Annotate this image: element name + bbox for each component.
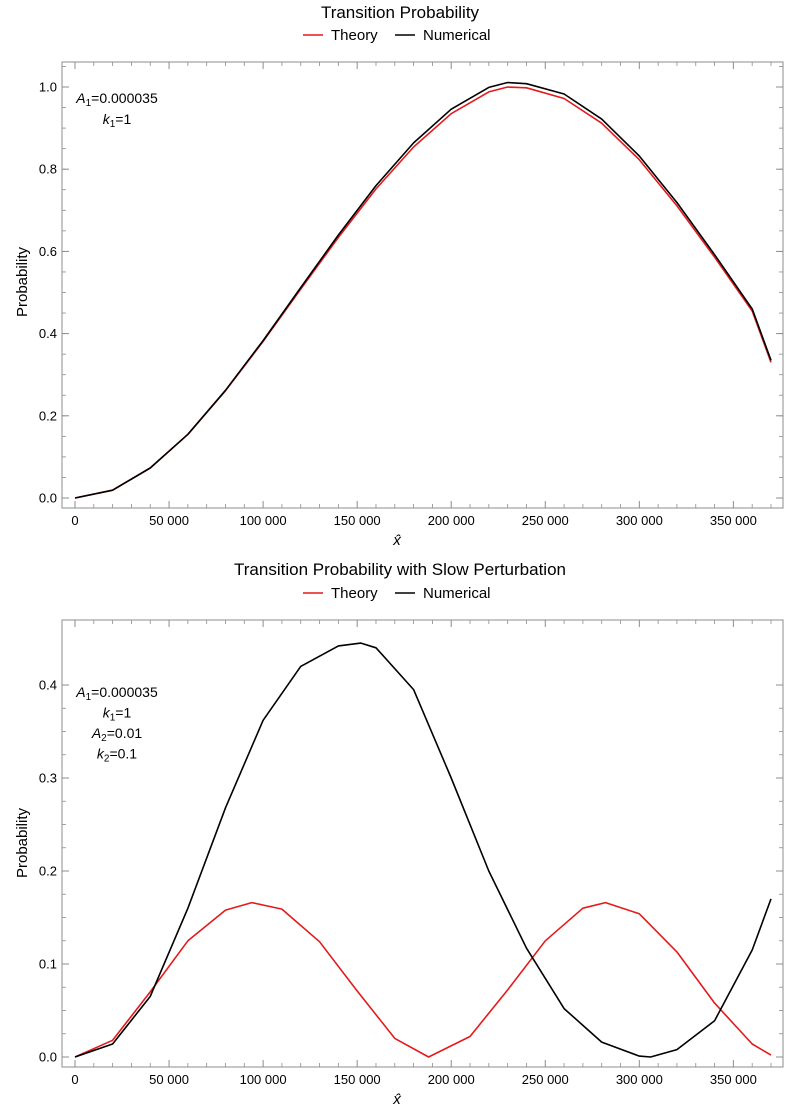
legend-label-theory: Theory (331, 585, 378, 602)
parameter-annotation: k2=0.1 (97, 746, 137, 765)
x-axis-title: x̂ (392, 1091, 401, 1108)
plot-frame (61, 61, 784, 509)
x-tick-label: 0 (71, 1072, 78, 1087)
x-tick-label: 150 000 (334, 1072, 381, 1087)
y-tick-label: 0.6 (39, 244, 57, 259)
y-axis-title: Probability (14, 807, 31, 878)
y-axis-title: Probability (14, 246, 31, 317)
chart-1: Transition Probability Theory Numerical 0.0… (14, 3, 784, 549)
chart-2: Transition Probability with Slow Perturb… (14, 560, 784, 1108)
parameter-annotation: k1=1 (103, 705, 132, 724)
legend-label-numerical: Numerical (423, 585, 491, 602)
y-tick-label: 0.8 (39, 162, 57, 177)
series-line-theory (74, 901, 772, 1058)
y-tick-label: 0.2 (39, 864, 57, 879)
y-tick-label: 0.4 (39, 326, 57, 341)
chart-title: Transition Probability with Slow Perturb… (234, 560, 566, 579)
y-tick-label: 0.0 (39, 491, 57, 506)
x-tick-label: 250 000 (522, 513, 569, 528)
y-tick-label: 0.3 (39, 771, 57, 786)
series-line-numerical (74, 81, 772, 499)
parameter-annotation: A1=0.000035 (75, 90, 158, 109)
x-tick-label: 0 (71, 513, 78, 528)
x-tick-label: 350 000 (710, 513, 757, 528)
plot-frame (61, 619, 784, 1068)
y-tick-label: 0.1 (39, 957, 57, 972)
legend-label-numerical: Numerical (423, 27, 491, 44)
x-tick-label: 200 000 (428, 1072, 475, 1087)
y-tick-label: 0.4 (39, 678, 57, 693)
parameter-annotation: A2=0.01 (91, 725, 143, 744)
x-tick-label: 350 000 (710, 1072, 757, 1087)
x-tick-label: 100 000 (240, 1072, 287, 1087)
chart-title: Transition Probability (321, 3, 480, 22)
x-tick-label: 150 000 (334, 513, 381, 528)
x-tick-label: 250 000 (522, 1072, 569, 1087)
x-tick-label: 300 000 (616, 1072, 663, 1087)
parameter-annotation: k1=1 (103, 111, 132, 130)
x-tick-label: 300 000 (616, 513, 663, 528)
parameter-annotation: A1=0.000035 (75, 684, 158, 703)
x-axis-title: x̂ (392, 532, 401, 549)
x-tick-label: 50 000 (149, 513, 189, 528)
x-tick-label: 200 000 (428, 513, 475, 528)
series-line-numerical (74, 642, 772, 1058)
y-tick-label: 0.0 (39, 1050, 57, 1065)
legend: Theory Numerical (303, 585, 491, 602)
series-line-theory (74, 86, 772, 499)
x-tick-label: 100 000 (240, 513, 287, 528)
x-tick-label: 50 000 (149, 1072, 189, 1087)
y-tick-label: 1.0 (39, 80, 57, 95)
legend-label-theory: Theory (331, 27, 378, 44)
legend: Theory Numerical (303, 27, 491, 44)
y-tick-label: 0.2 (39, 408, 57, 423)
